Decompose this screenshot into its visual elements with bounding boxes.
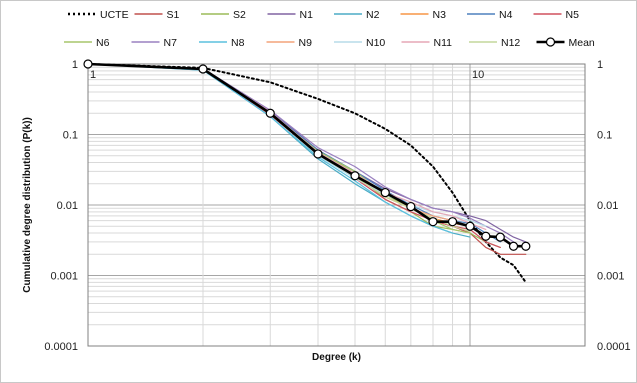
y-tick-label: 0.01 bbox=[57, 200, 78, 212]
legend-label-n7: N7 bbox=[164, 37, 178, 49]
series-ucte-line bbox=[87, 63, 527, 284]
y-tick-label-right: 0.01 bbox=[597, 200, 618, 212]
series-layer bbox=[83, 59, 531, 284]
series-mean-point bbox=[265, 108, 275, 118]
y-axis-label: Cumulative degree distribution (P(k)) bbox=[22, 117, 33, 293]
legend-label-n2: N2 bbox=[366, 9, 380, 21]
y-tick-label: 0.1 bbox=[63, 130, 78, 142]
x-tick-label: 10 bbox=[472, 69, 484, 81]
legend-label-s1: S1 bbox=[167, 9, 180, 21]
y-tick-label: 0.001 bbox=[50, 271, 78, 283]
series-mean-point bbox=[465, 221, 475, 231]
series-mean-point bbox=[83, 59, 93, 69]
x-axis-label: Degree (k) bbox=[312, 352, 361, 363]
legend-label-n8: N8 bbox=[231, 37, 245, 49]
legend-label-mean: Mean bbox=[569, 37, 595, 49]
series-n8-line bbox=[87, 63, 454, 234]
y-tick-label-right: 1 bbox=[597, 59, 603, 71]
legend-label-s2: S2 bbox=[233, 9, 246, 21]
y-tick-label: 0.0001 bbox=[44, 341, 78, 353]
legend-label-ucte: UCTE bbox=[100, 9, 129, 21]
series-mean-point bbox=[198, 64, 208, 74]
legend-label-n6: N6 bbox=[96, 37, 110, 49]
x-axis-ticks: 1 10 bbox=[90, 69, 484, 81]
series-mean-point bbox=[380, 187, 390, 198]
legend-label-n3: N3 bbox=[433, 9, 447, 21]
legend-label-n5: N5 bbox=[566, 9, 580, 21]
series-mean-point bbox=[481, 231, 491, 241]
series-mean-point bbox=[508, 241, 519, 251]
legend: UCTE S1 S2 N1 N2 N3 N4 N5 N6 N7 N8 N9 N10 N11 N12 Mean bbox=[64, 9, 595, 49]
legend-marker-mean bbox=[545, 37, 556, 47]
y-tick-label-right: 0.1 bbox=[597, 130, 612, 142]
y-tick-label-right: 0.0001 bbox=[597, 341, 631, 353]
legend-label-n12: N12 bbox=[501, 37, 520, 49]
legend-label-n11: N11 bbox=[434, 37, 453, 49]
plot-area bbox=[87, 63, 586, 347]
series-mean-point bbox=[313, 149, 323, 159]
series-mean-point bbox=[447, 217, 458, 227]
legend-label-n1: N1 bbox=[300, 9, 314, 21]
series-mean-point bbox=[350, 171, 360, 181]
legend-label-n4: N4 bbox=[499, 9, 513, 21]
y-tick-label-right: 0.001 bbox=[597, 271, 625, 283]
series-mean-point bbox=[428, 217, 438, 227]
series-mean-point bbox=[521, 241, 531, 251]
legend-label-n10: N10 bbox=[366, 37, 385, 49]
legend-label-n9: N9 bbox=[299, 37, 313, 49]
y-tick-label: 1 bbox=[72, 59, 78, 71]
series-mean-point bbox=[406, 201, 416, 212]
x-tick-label: 1 bbox=[90, 69, 96, 81]
series-mean-point bbox=[495, 232, 505, 242]
